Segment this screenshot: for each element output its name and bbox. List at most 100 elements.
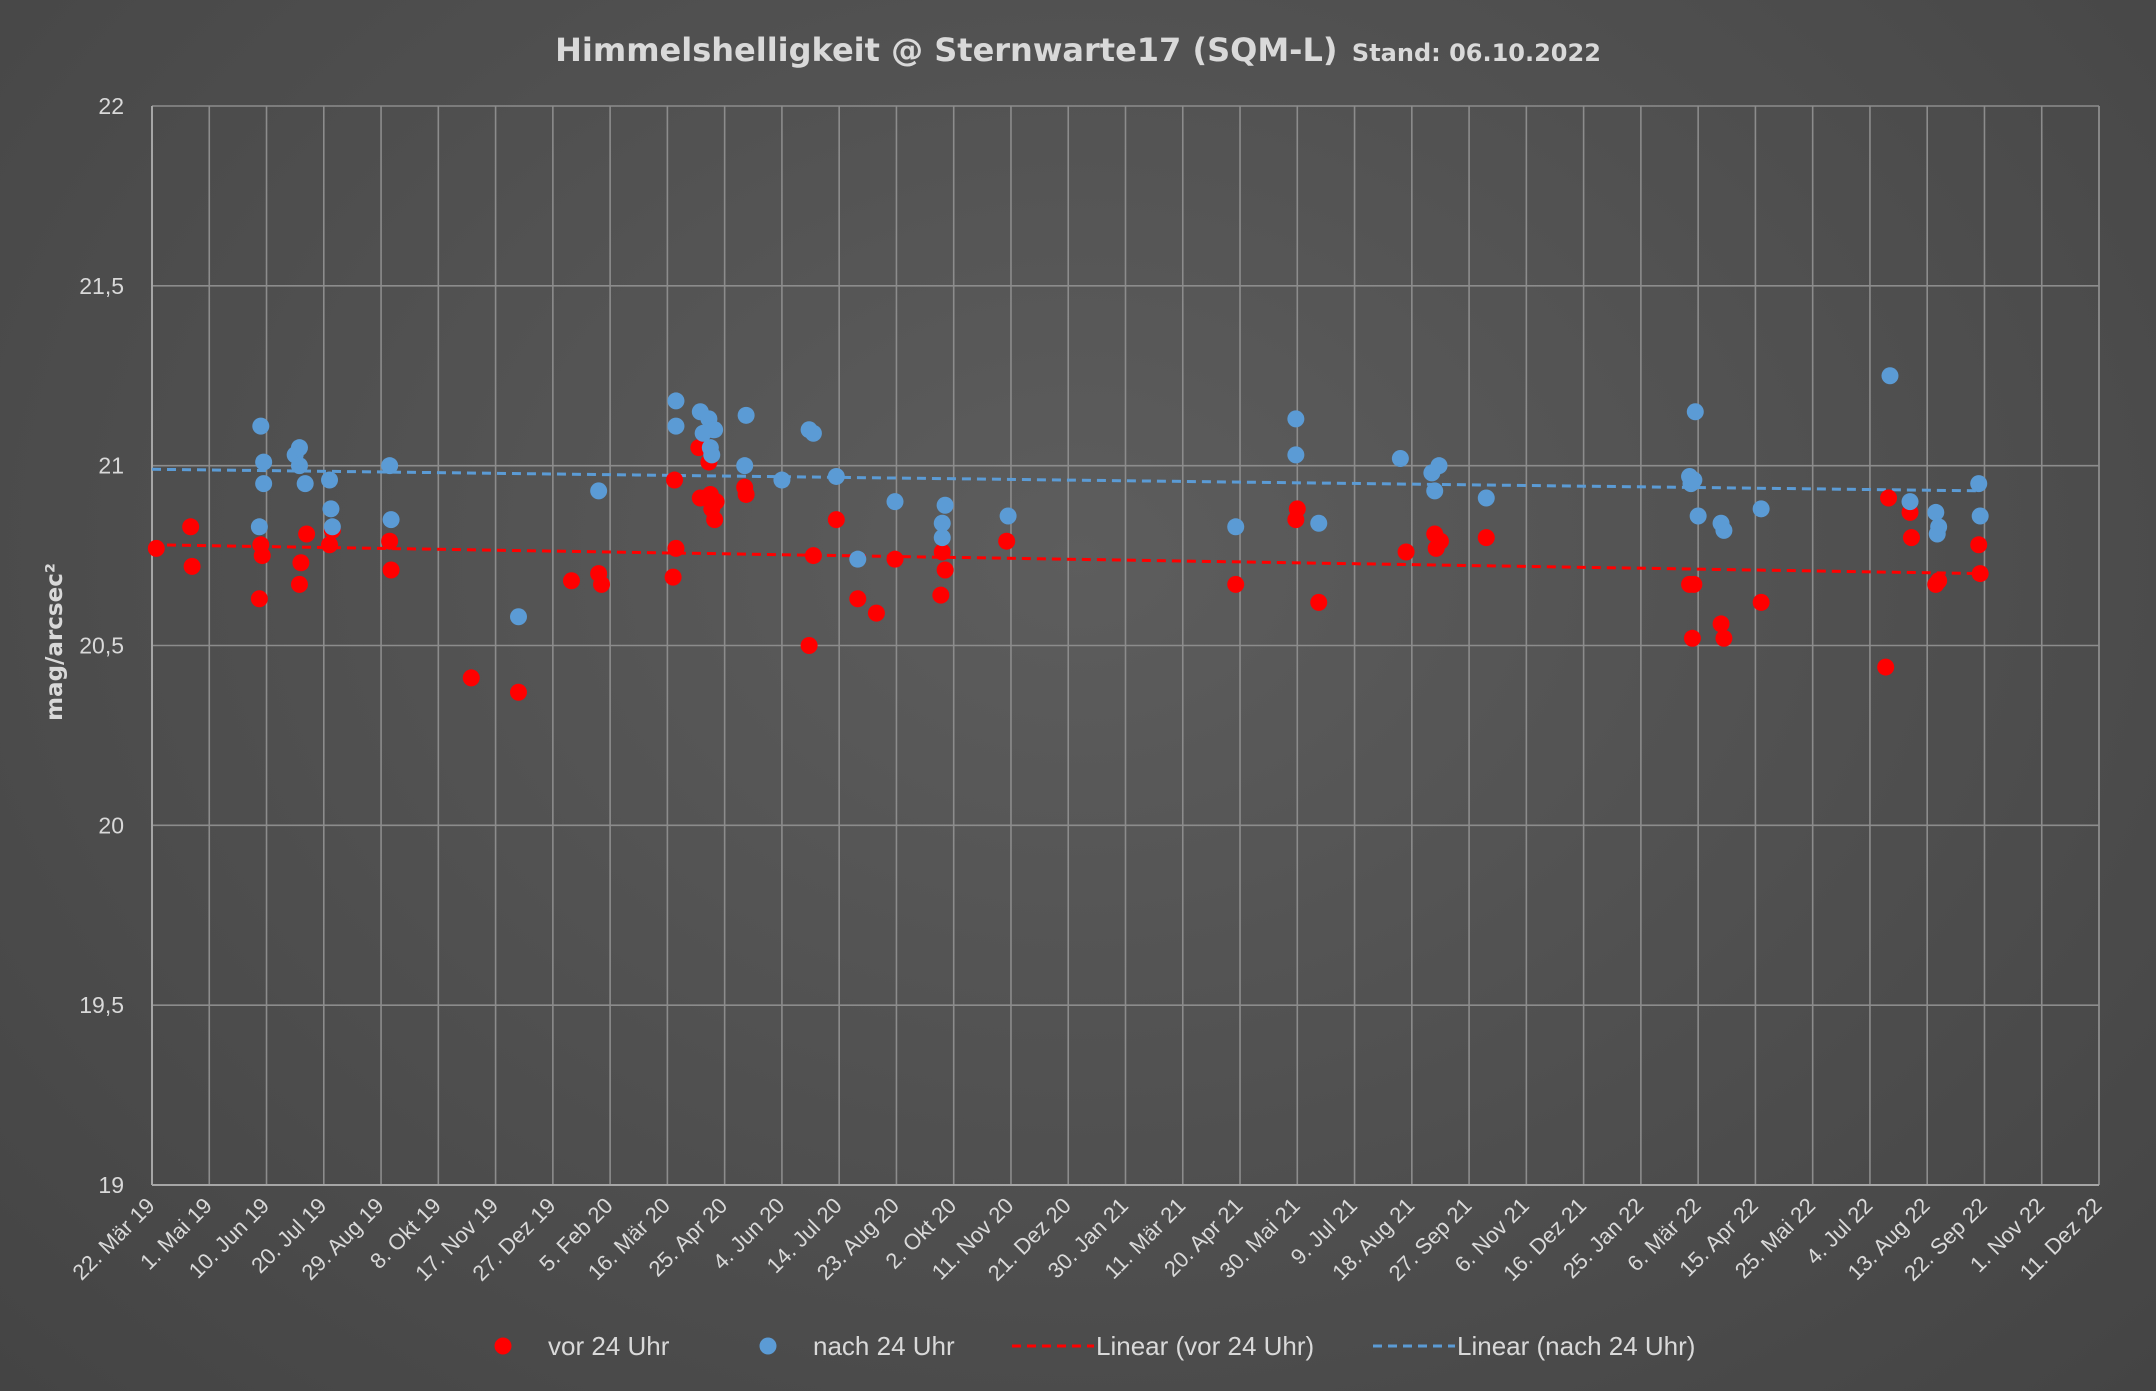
data-point: [1477, 489, 1495, 507]
trendline-nach: [151, 467, 1981, 493]
grid: [151, 105, 2100, 1186]
data-point: [827, 467, 845, 485]
legend-label: vor 24 Uhr: [548, 1331, 670, 1361]
data-point: [773, 471, 791, 489]
y-tick-label: 22: [98, 93, 124, 119]
trendlines: [151, 467, 1981, 576]
data-point: [381, 532, 399, 550]
data-point: [664, 568, 682, 586]
data-point: [298, 525, 316, 543]
data-point: [827, 511, 845, 529]
data-point: [381, 457, 399, 475]
data-point: [296, 475, 314, 493]
legend-item: vor 24 Uhr: [494, 1331, 670, 1361]
data-point: [703, 446, 721, 464]
legend-item: Linear (vor 24 Uhr): [1012, 1331, 1314, 1361]
data-point: [707, 493, 725, 511]
data-point: [667, 417, 685, 435]
data-point: [321, 536, 339, 554]
data-point: [1715, 629, 1733, 647]
data-point: [886, 493, 904, 511]
data-point: [1397, 543, 1415, 561]
legend: vor 24 Uhr nach 24 Uhr Linear (vor 24 Uhr)…: [494, 1331, 1695, 1361]
data-point: [1391, 449, 1409, 467]
trendline-vor: [151, 543, 1981, 576]
data-point: [292, 554, 310, 572]
data-point: [737, 485, 755, 503]
data-point: [737, 406, 755, 424]
data-point: [382, 561, 400, 579]
data-point: [667, 392, 685, 410]
data-point: [849, 550, 867, 568]
data-point: [706, 511, 724, 529]
data-point: [933, 514, 951, 532]
x-tick-label: 22. Mär 19: [67, 1193, 159, 1285]
data-point: [1902, 529, 1920, 547]
data-point: [933, 543, 951, 561]
data-point: [932, 586, 950, 604]
data-point: [290, 439, 308, 457]
plot-frame: [151, 106, 2099, 1186]
data-point: [1287, 446, 1305, 464]
data-point: [255, 453, 273, 471]
chart-title-main: Himmelshelligkeit @ Sternwarte17 (SQM-L): [555, 31, 1337, 69]
data-point: [1712, 615, 1730, 633]
data-point: [804, 424, 822, 442]
data-point: [1430, 457, 1448, 475]
data-point: [1715, 521, 1733, 539]
data-point: [1930, 572, 1948, 590]
data-point: [999, 507, 1017, 525]
data-point: [1881, 367, 1899, 385]
data-point: [1431, 532, 1449, 550]
data-point: [322, 500, 340, 518]
legend-label: Linear (nach 24 Uhr): [1457, 1331, 1695, 1361]
data-point: [323, 518, 341, 536]
data-point: [1477, 529, 1495, 547]
y-tick-label: 21,5: [79, 273, 124, 299]
data-point: [593, 575, 611, 593]
data-point: [1970, 536, 1988, 554]
data-point: [290, 575, 308, 593]
data-point: [290, 457, 308, 475]
data-point: [1288, 500, 1306, 518]
data-point: [1971, 507, 1989, 525]
data-point: [321, 471, 339, 489]
data-point: [1880, 489, 1898, 507]
data-point: [1927, 503, 1945, 521]
y-tick-label: 19,5: [79, 992, 124, 1018]
data-point: [1310, 514, 1328, 532]
data-point: [182, 518, 200, 536]
data-point: [1689, 507, 1707, 525]
data-point: [936, 496, 954, 514]
data-point: [933, 529, 951, 547]
data-point: [1287, 410, 1305, 428]
legend-marker: [759, 1337, 777, 1355]
data-points: [147, 367, 1989, 701]
data-point: [936, 561, 954, 579]
y-tick-label: 19: [98, 1172, 124, 1198]
data-point: [1685, 575, 1703, 593]
y-tick-label: 20: [98, 812, 124, 838]
data-point: [1970, 475, 1988, 493]
data-point: [1971, 565, 1989, 583]
data-point: [1752, 500, 1770, 518]
legend-label: nach 24 Uhr: [813, 1331, 955, 1361]
data-point: [849, 590, 867, 608]
legend-marker: [494, 1337, 512, 1355]
data-point: [800, 637, 818, 654]
data-point: [1426, 482, 1444, 500]
data-point: [804, 547, 822, 565]
data-point: [667, 539, 685, 557]
data-point: [147, 539, 165, 557]
data-point: [255, 475, 273, 493]
data-point: [590, 482, 608, 500]
series-vor-24-uhr: [147, 439, 1989, 701]
data-point: [1227, 518, 1245, 536]
data-point: [509, 683, 527, 701]
data-point: [1310, 593, 1328, 611]
series-nach-24-uhr: [250, 367, 1989, 626]
data-point: [1686, 403, 1704, 421]
y-tick-label: 20,5: [79, 633, 124, 659]
